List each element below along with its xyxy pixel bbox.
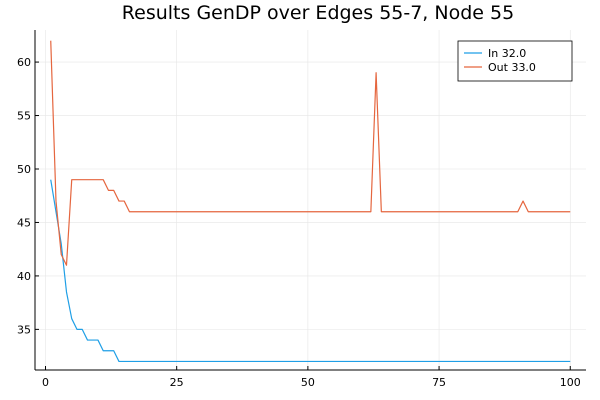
- series-lines: [50, 40, 571, 363]
- grid: [35, 30, 586, 370]
- y-tick-label: 45: [17, 216, 31, 229]
- chart-title: Results GenDP over Edges 55-7, Node 55: [122, 2, 514, 24]
- legend-label: In 32.0: [488, 47, 526, 60]
- y-tick-label: 40: [17, 270, 31, 283]
- y-tick-label: 50: [17, 163, 31, 176]
- legend-box: [457, 40, 573, 82]
- x-tick-label: 100: [560, 376, 581, 389]
- series-line-1: [50, 179, 571, 363]
- x-tick-label: 50: [301, 376, 315, 389]
- legend-label: Out 33.0: [488, 61, 536, 74]
- y-tick-label: 55: [17, 110, 31, 123]
- x-tick-label: 0: [42, 376, 49, 389]
- x-tick-label: 75: [432, 376, 446, 389]
- axes: 0 25 50 75 100 35 40 45 50 55 60: [17, 30, 586, 389]
- y-tick-label: 60: [17, 56, 31, 69]
- series-line-2: [50, 40, 571, 266]
- y-tick-label: 35: [17, 323, 31, 336]
- x-tick-label: 25: [170, 376, 184, 389]
